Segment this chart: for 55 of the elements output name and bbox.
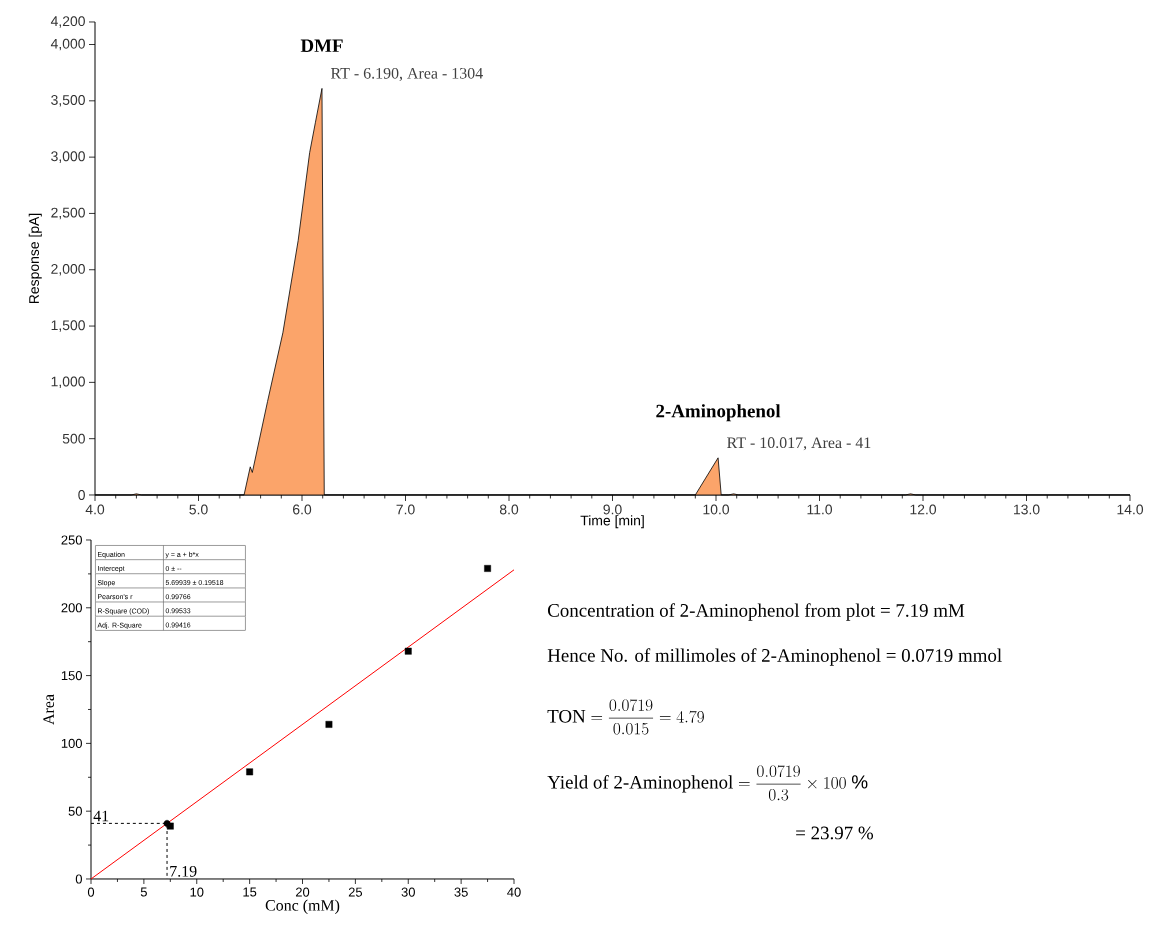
y-tick-label: 0 [75, 874, 82, 884]
x-tick-label: 35 [454, 887, 468, 897]
x-tick-label: 0 [87, 887, 95, 897]
y-tick-label: 3,000 [51, 151, 85, 163]
y-tick-label: 50 [68, 806, 82, 816]
x-tick-label: 6.0 [293, 504, 312, 515]
y-tick-label: 3,500 [51, 95, 85, 107]
text: $\text{TON} = \frac{0.0719}{0.015} = 4.79$ [547, 699, 704, 735]
text: $\text{Yield of 2-Aminophenol} = \frac{0.0719}{0.3} \times 100\ \%$ [547, 765, 868, 801]
x-tick-label: 5 [140, 887, 147, 897]
y-tick-label: 500 [62, 433, 85, 444]
x-tick-label: 10 [190, 887, 204, 897]
y-tick-label: 1,500 [51, 320, 85, 332]
point [404, 647, 412, 655]
point [484, 565, 491, 572]
x-tick-label: 14.0 [1117, 504, 1144, 515]
y-tick-label: 2,000 [51, 263, 85, 276]
point [325, 721, 333, 728]
annotation: 41 [93, 810, 109, 822]
x-tick-label: 25 [348, 887, 363, 897]
x-tick-label: 7.0 [396, 504, 415, 515]
annotation: RT - 10.017, Area - 41 [727, 437, 871, 451]
y-tick-label: 2,500 [51, 207, 85, 220]
x-tick-label: 30 [401, 887, 415, 897]
y-tick-label: 150 [61, 671, 82, 681]
text: = 23.97 % [796, 826, 874, 840]
x-tick-label: 13.0 [1014, 504, 1040, 515]
y-tick-label: 250 [61, 535, 82, 545]
annotation: DMF [300, 39, 343, 52]
y-tick-label: 1,000 [51, 376, 85, 389]
x-axis-title: Time [min] [580, 515, 644, 529]
x-tick-label: 5.0 [189, 504, 208, 515]
text: Hence No. of millimoles of 2-Aminophenol = 0.0719 mmol [547, 648, 1002, 666]
point [246, 768, 254, 776]
y-tick-label: 4,200 [50, 16, 85, 28]
x-tick-label: 11.0 [807, 504, 833, 515]
x-tick-label: 15 [243, 887, 257, 897]
x-tick-label: 20 [295, 887, 310, 897]
y-tick-label: 0 [78, 490, 85, 500]
x-tick-label: 10.0 [703, 504, 730, 515]
x-tick-label: 4.0 [85, 504, 105, 515]
y-axis-title: Area [43, 694, 55, 725]
x-tick-label: 8.0 [499, 504, 519, 515]
y-axis-title: Response [pA] [28, 213, 42, 304]
x-tick-label: 9.0 [603, 504, 622, 515]
x-tick-label: 40 [507, 887, 521, 897]
y-tick-label: 200 [61, 603, 82, 613]
annotation: RT - 6.190, Area - 1304 [330, 67, 483, 81]
y-tick-label: 4,000 [50, 38, 85, 51]
annotation: 7.19 [170, 866, 197, 877]
annotation: 2-Aminophenol [656, 404, 781, 422]
text: Concentration of 2-Aminophenol from plot = 7.19 mM [547, 603, 965, 621]
x-axis-title: Conc (mM) [265, 899, 340, 914]
x-tick-label: 12.0 [910, 504, 937, 515]
y-tick-label: 100 [61, 738, 82, 748]
